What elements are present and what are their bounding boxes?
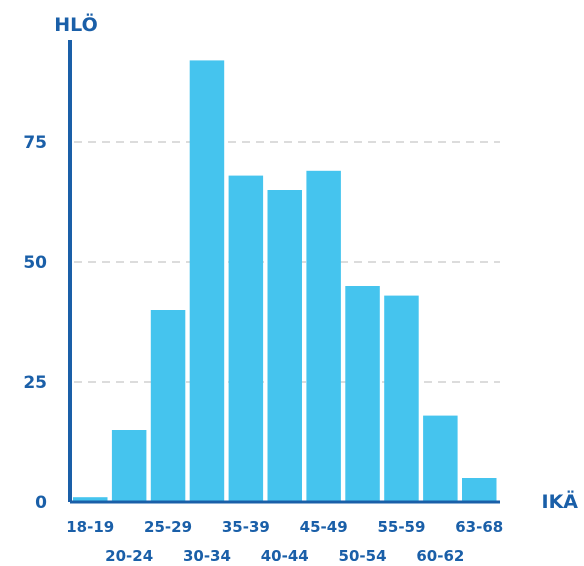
x-tick-label: 45-49 <box>300 518 348 536</box>
x-tick-label: 60-62 <box>416 547 464 565</box>
bar-45-49 <box>306 170 341 503</box>
bar-30-34 <box>189 60 225 503</box>
bar-40-44 <box>267 190 302 502</box>
x-tick-label: 20-24 <box>105 547 153 565</box>
y-tick-label: 50 <box>23 253 47 273</box>
x-axis-title: IKÄ <box>542 489 579 513</box>
bar-55-59 <box>384 295 419 502</box>
x-tick-label: 63-68 <box>455 518 503 536</box>
x-tick-labels: 18-19 20-24 25-29 30-34 35-39 40-44 45-49 50-54… <box>66 518 503 565</box>
bar-18-19 <box>73 497 108 502</box>
x-tick-label: 30-34 <box>183 547 231 565</box>
y-tick-label: 75 <box>23 133 47 153</box>
y-tick-label: 25 <box>23 373 47 393</box>
bar-25-29 <box>150 310 186 502</box>
x-tick-label: 18-19 <box>66 518 114 536</box>
bar-35-39 <box>228 175 264 502</box>
x-tick-label: 25-29 <box>144 518 192 536</box>
x-tick-label: 55-59 <box>377 518 425 536</box>
y-axis-title: HLÖ <box>54 12 97 36</box>
y-tick-labels: 0 25 50 75 <box>23 133 47 513</box>
x-tick-label: 50-54 <box>339 547 387 565</box>
bar-50-54 <box>345 286 380 502</box>
bar-63-68 <box>462 478 497 502</box>
y-tick-label: 0 <box>35 493 47 513</box>
bar-60-62 <box>423 415 458 502</box>
x-tick-label: 40-44 <box>261 547 309 565</box>
x-tick-label: 35-39 <box>222 518 270 536</box>
bar-20-24 <box>111 430 147 502</box>
bars <box>73 60 497 503</box>
